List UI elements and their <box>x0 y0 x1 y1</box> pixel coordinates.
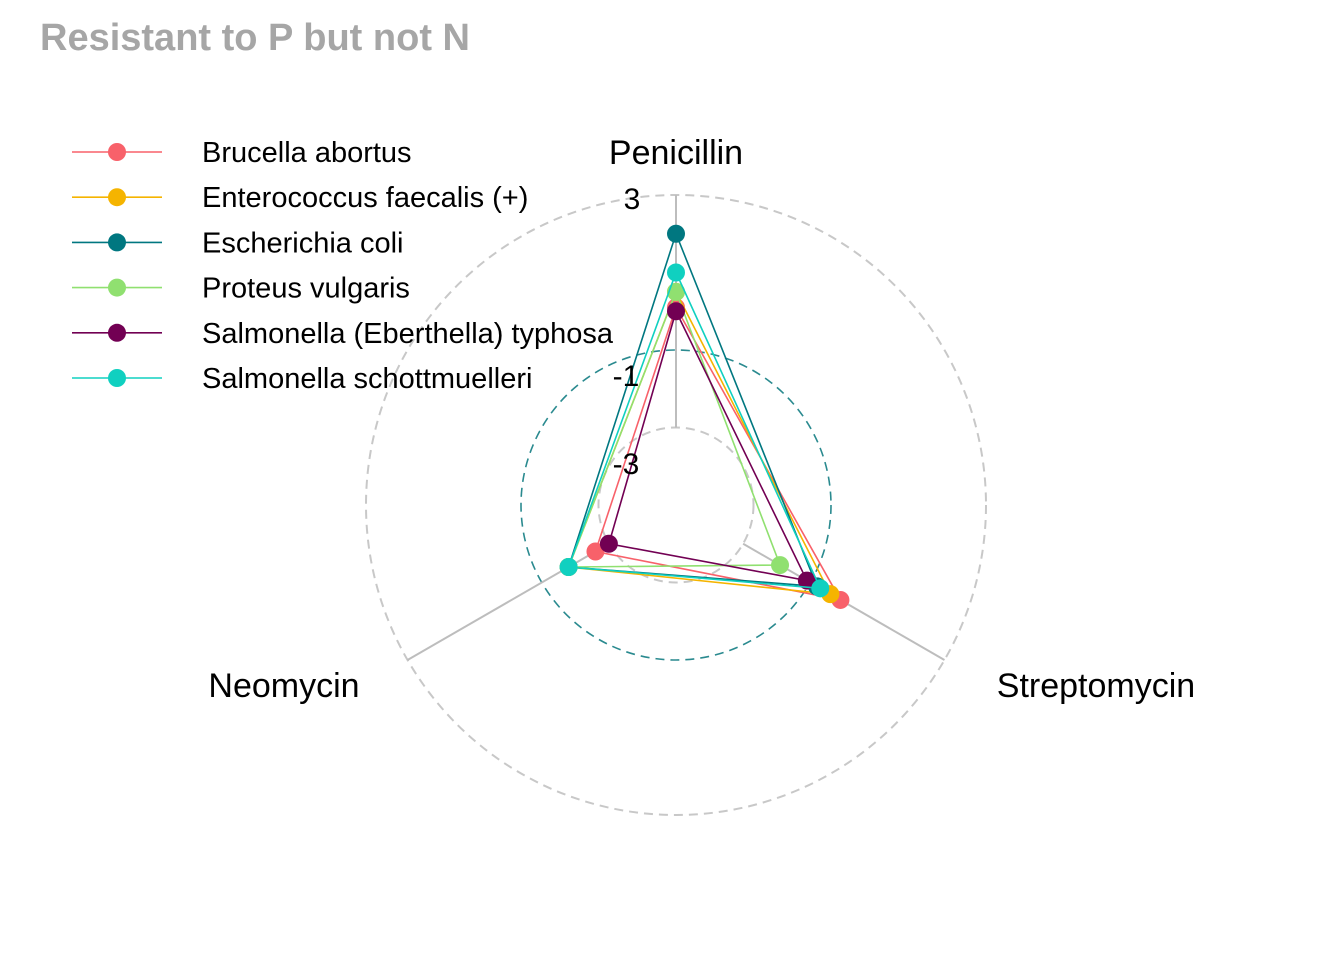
point-salmonella-schottmuelleri-neomycin <box>559 558 578 576</box>
axis-label-neomycin: Neomycin <box>208 667 359 705</box>
legend-marker <box>108 323 126 342</box>
legend-marker <box>108 188 126 207</box>
point-proteus-vulgaris-penicillin <box>667 282 685 301</box>
legend-marker <box>108 278 126 297</box>
point-salmonella-eberthella-typhosa-penicillin <box>667 302 685 321</box>
legend-label: Proteus vulgaris <box>202 273 410 305</box>
axis-labels: Penicillin Streptomycin Neomycin <box>208 134 1195 705</box>
point-brucella-abortus-neomycin <box>586 542 605 561</box>
legend-label: Brucella abortus <box>202 137 412 169</box>
point-salmonella-schottmuelleri-penicillin <box>667 263 685 282</box>
legend-item-salmonella-eberthella-typhosa: Salmonella (Eberthella) typhosa <box>72 318 614 350</box>
legend-item-enterococcus-faecalis: Enterococcus faecalis (+) <box>72 182 528 214</box>
legend-marker <box>108 369 126 387</box>
legend-item-escherichia-coli: Escherichia coli <box>72 227 403 259</box>
legend-marker <box>108 233 126 252</box>
series-salmonella-eberthella-typhosa <box>599 302 816 590</box>
legend-label: Escherichia coli <box>202 227 403 259</box>
legend-item-brucella-abortus: Brucella abortus <box>72 137 412 169</box>
series-line-escherichia-coli <box>567 231 819 588</box>
legend-label: Salmonella (Eberthella) typhosa <box>202 318 614 350</box>
legend-label: Enterococcus faecalis (+) <box>202 182 528 214</box>
point-salmonella-eberthella-typhosa-streptomycin <box>797 571 816 590</box>
grid-ring-centre <box>520 349 832 661</box>
legend-item-salmonella-schottmuelleri: Salmonella schottmuelleri <box>72 363 532 395</box>
tick-label-minus-3: -3 <box>613 448 640 481</box>
axis-label-penicillin: Penicillin <box>609 134 743 172</box>
legend: Brucella abortus Enterococcus faecalis (+… <box>72 137 614 395</box>
axis-label-streptomycin: Streptomycin <box>997 667 1195 705</box>
legend-marker <box>108 143 126 161</box>
point-escherichia-coli-penicillin <box>667 224 685 243</box>
point-salmonella-schottmuelleri-streptomycin <box>811 579 830 598</box>
series-line-salmonella-schottmuelleri <box>567 270 822 590</box>
point-proteus-vulgaris-streptomycin <box>771 556 790 575</box>
series-line-proteus-vulgaris <box>567 289 782 568</box>
legend-label: Salmonella schottmuelleri <box>202 363 532 395</box>
series-salmonella-schottmuelleri <box>559 263 830 598</box>
tick-labels: 3 -1 -3 <box>613 183 641 481</box>
axis-spoke-neomycin <box>407 542 610 661</box>
tick-label-minus-1: -1 <box>613 360 640 393</box>
tick-label-3: 3 <box>624 183 641 216</box>
chart-title: Resistant to P but not N <box>40 17 470 59</box>
series-line-salmonella-eberthella-typhosa <box>607 309 809 582</box>
legend-item-proteus-vulgaris: Proteus vulgaris <box>72 273 410 305</box>
series-layer <box>559 224 850 609</box>
point-salmonella-eberthella-typhosa-neomycin <box>599 534 618 553</box>
